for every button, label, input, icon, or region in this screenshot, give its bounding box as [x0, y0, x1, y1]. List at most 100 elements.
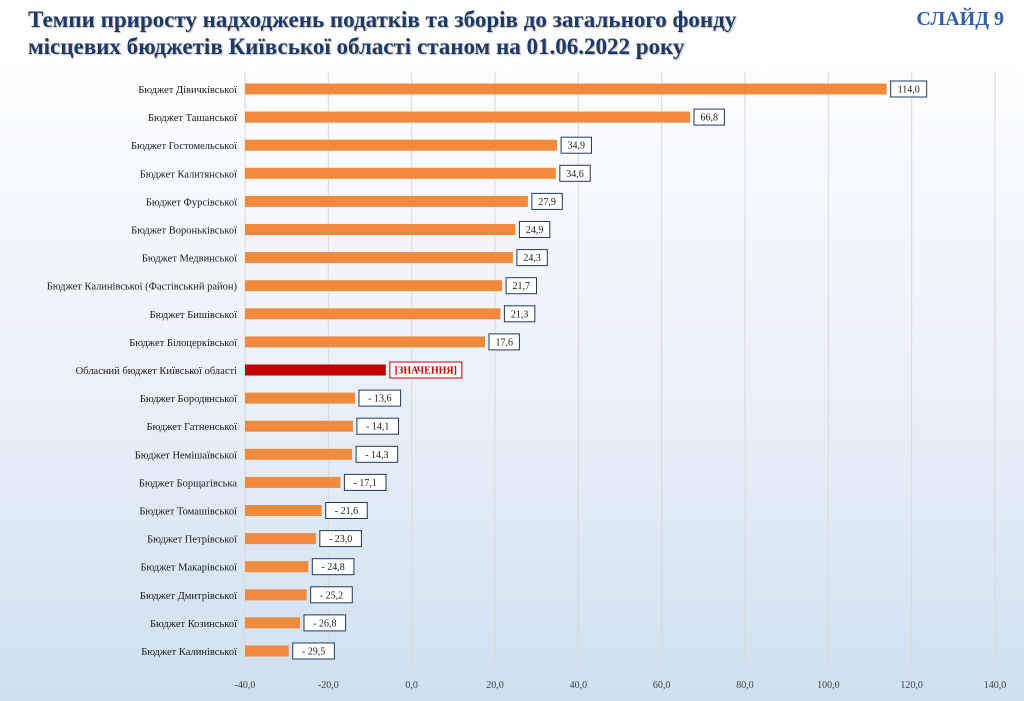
bar [245, 561, 309, 573]
data-label-box [356, 417, 400, 435]
x-tick-label: 40,0 [570, 680, 588, 691]
bar [245, 448, 353, 460]
x-tick-label: 60,0 [653, 680, 671, 691]
data-label: - 23,0 [329, 534, 352, 545]
data-label: 66,8 [700, 113, 718, 124]
data-label-box [693, 108, 725, 126]
category-label: Бюджет Бишівської [150, 310, 237, 321]
data-label: - 25,2 [320, 590, 343, 601]
category-label: Бюджет Фурсівської [146, 197, 237, 208]
x-axis-ticks: -40,0 -20,0 0,0 20,0 40,0 60,0 80,0 100,0 120,0 1… [235, 680, 1007, 691]
data-label: 34,6 [566, 169, 584, 180]
category-label: Бюджет Калитянської [140, 169, 237, 180]
bar [245, 645, 289, 657]
data-label-box [503, 305, 536, 323]
bar [245, 505, 322, 516]
category-label: Обласний бюджет Київської області [76, 366, 237, 377]
data-label-box [310, 586, 353, 604]
data-label-box [343, 473, 387, 491]
data-label-box [531, 192, 563, 210]
data-label: [ЗНАЧЕННЯ] [395, 366, 457, 377]
category-label: Бюджет Томашівської [139, 507, 237, 518]
category-label: Бюджет Гостомельської [131, 141, 237, 152]
data-label: - 26,8 [313, 618, 336, 629]
x-tick-label: -20,0 [318, 680, 339, 691]
bar [245, 139, 558, 151]
data-label: - 21,6 [335, 506, 358, 517]
x-tick-label: 20,0 [486, 680, 504, 691]
x-tick-label: 140,0 [984, 680, 1007, 691]
bar [245, 83, 887, 95]
bar [245, 224, 516, 235]
category-label: Бюджет Немішаївської [135, 450, 237, 461]
data-label: 21,7 [513, 281, 531, 292]
bar [245, 252, 513, 264]
category-label: Бюджет Калинівської (Фастівський район) [47, 282, 238, 293]
data-label: - 17,1 [354, 478, 377, 489]
bar [245, 280, 503, 292]
bar [245, 589, 307, 601]
data-label: - 24,8 [321, 562, 344, 573]
data-label: - 14,3 [365, 450, 388, 461]
chart-title: Темпи приросту надходжень податків та зб… [28, 6, 888, 60]
data-labels: 114,0 66,8 34,9 34,6 27,9 24,9 24,3 21,7 21,3 17,… [292, 80, 928, 660]
category-label: Бюджет Калинівської [141, 647, 237, 658]
title-line-2: місцевих бюджетів Київської області стан… [28, 34, 685, 59]
title-line-1: Темпи приросту надходжень податків та зб… [28, 7, 737, 32]
bar [245, 111, 690, 123]
data-label-box [559, 164, 591, 182]
bars [245, 83, 887, 657]
data-label: 27,9 [538, 197, 556, 208]
bar [245, 308, 501, 320]
data-label: - 13,6 [368, 394, 391, 405]
data-label: 24,3 [523, 253, 541, 264]
category-label: Бюджет Вороньківської [131, 226, 237, 237]
data-label-box [355, 445, 399, 463]
data-label: 114,0 [898, 85, 920, 96]
data-label-box [488, 333, 520, 351]
bar [245, 336, 485, 348]
category-label: Бюджет Медвинської [142, 254, 237, 265]
category-label: Бюджет Козинської [150, 619, 237, 630]
data-label-box [518, 221, 551, 238]
data-label: 24,9 [526, 225, 544, 236]
data-label-box [516, 249, 548, 267]
category-label: Бюджет Гатненської [146, 422, 237, 433]
slide-number: СЛАЙД 9 [916, 8, 1004, 30]
x-tick-label: 120,0 [900, 680, 923, 691]
category-label: Бюджет Дмитрівської [140, 591, 237, 602]
category-label: Бюджет Білоцерківської [129, 338, 237, 349]
bar [245, 195, 528, 207]
data-label-box [890, 80, 928, 98]
data-label: 34,9 [568, 141, 586, 152]
category-label: Бюджет Макарівської [140, 563, 237, 574]
bar [245, 533, 316, 545]
data-label-box [319, 530, 362, 548]
bar [245, 364, 386, 376]
category-label: Бюджет Борщагівська [139, 478, 237, 489]
data-label-box [560, 136, 592, 154]
category-labels: Бюджет Дівичківської Бюджет Ташанської Бюд… [47, 85, 238, 658]
bar [245, 420, 353, 432]
data-label: 21,3 [511, 309, 529, 320]
x-tick-label: 0,0 [405, 680, 418, 691]
category-label: Бюджет Дівичківської [138, 85, 237, 96]
data-label: - 14,1 [366, 422, 389, 433]
category-label: Бюджет Ташанської [148, 113, 237, 124]
category-label: Бюджет Петрівської [147, 535, 237, 546]
data-label: 17,6 [495, 337, 513, 348]
data-label-box [505, 277, 537, 295]
category-label: Бюджет Бородянської [140, 394, 237, 405]
bar [245, 392, 355, 404]
bar [245, 476, 341, 488]
data-label-box [292, 642, 335, 660]
bar [245, 617, 300, 629]
data-label: - 29,5 [302, 647, 325, 658]
data-label-box [389, 361, 463, 379]
data-label-box [311, 558, 355, 576]
x-tick-label: 100,0 [817, 680, 840, 691]
data-label-box [325, 502, 368, 519]
x-tick-label: -40,0 [235, 680, 256, 691]
x-tick-label: 80,0 [736, 680, 754, 691]
